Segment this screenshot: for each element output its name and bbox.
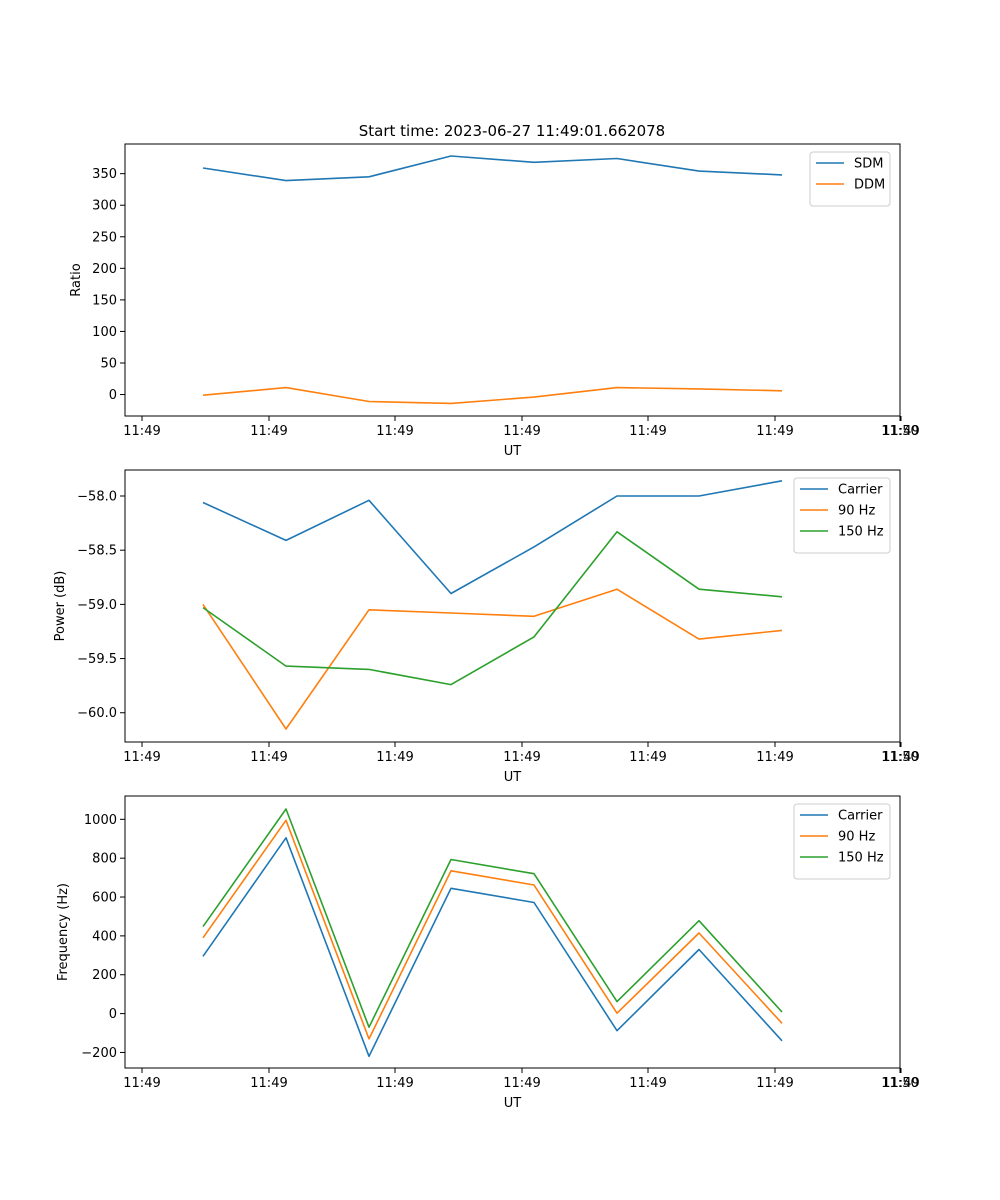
y-tick-label: 150 (92, 293, 117, 308)
x-tick-label: 11:49 (503, 424, 540, 439)
legend-entry: DDM (854, 178, 885, 193)
series-line-150-hz (202, 808, 783, 1028)
y-tick-label: −200 (81, 1046, 117, 1061)
legend-box (793, 803, 891, 880)
y-tick-label: −60.0 (77, 706, 117, 721)
x-tick-label: 11:49 (123, 750, 160, 765)
x-tick-label: 11:49 (250, 750, 287, 765)
series-line-ddm (202, 386, 783, 405)
legend-entry: Carrier (838, 483, 883, 498)
legend: Carrier 90 Hz 150 Hz (793, 477, 891, 554)
y-tick-label: 200 (92, 968, 117, 983)
x-tick-label: 11:49 (376, 1076, 413, 1091)
x-tick-label: 11:49 (629, 1076, 666, 1091)
y-axis-label: Power (dB) (53, 571, 68, 642)
x-tick-label: 11:49 (756, 424, 793, 439)
x-tick-label: 11:50 (881, 750, 918, 765)
x-tick-label: 11:49 (882, 424, 919, 439)
x-axis-label: UT (504, 1096, 522, 1111)
legend-box (793, 477, 891, 554)
legend-entry: 150 Hz (838, 851, 884, 866)
x-tick-label: 11:49 (250, 1076, 287, 1091)
y-tick-label: −58.0 (77, 490, 117, 505)
x-tick-label: 11:49 (503, 750, 540, 765)
x-tick-label: 11:49 (503, 1076, 540, 1091)
x-tick-label: 11:49 (756, 750, 793, 765)
axes-frame (124, 795, 901, 1069)
x-axis-label: UT (504, 444, 522, 459)
series-line-carrier (202, 480, 783, 595)
x-tick-label: 11:49 (123, 424, 160, 439)
x-tick-label: 11:49 (376, 750, 413, 765)
legend-entry: Carrier (838, 809, 883, 824)
y-tick-label: −58.5 (77, 544, 117, 559)
legend: SDM DDM (809, 151, 891, 207)
y-tick-label: 200 (92, 262, 117, 277)
x-axis-label: UT (504, 770, 522, 785)
x-tick-label: 11:49 (123, 1076, 160, 1091)
axes-frame (124, 143, 901, 417)
x-tick-label: 11:49 (882, 750, 919, 765)
y-tick-label: −59.5 (77, 652, 117, 667)
x-tick-label: 11:50 (881, 424, 918, 439)
x-tick-label: 11:49 (250, 424, 287, 439)
y-tick-label: 300 (92, 199, 117, 214)
y-tick-label: 50 (100, 356, 117, 371)
x-tick-label: 11:49 (376, 424, 413, 439)
x-tick-label: 11:49 (756, 1076, 793, 1091)
legend-entry: SDM (854, 157, 883, 172)
legend-entry: 90 Hz (838, 504, 875, 519)
series-line-90-hz (202, 819, 783, 1040)
y-tick-label: 600 (92, 891, 117, 906)
x-tick-label: 11:49 (629, 750, 666, 765)
y-tick-label: 250 (92, 230, 117, 245)
series-line-90-hz (202, 588, 783, 730)
axes-frame (124, 469, 901, 743)
y-axis-label: Ratio (69, 263, 84, 296)
y-tick-label: 100 (92, 325, 117, 340)
legend-box (809, 151, 891, 207)
y-tick-label: 0 (109, 1007, 117, 1022)
panel-2: 11:49 11:49 11:49 11:49 11:49 11:49 11:4911:50… (53, 469, 920, 785)
x-tick-label: 11:49 (882, 1076, 919, 1091)
series-line-carrier (202, 836, 783, 1058)
panel-3: 11:49 11:49 11:49 11:49 11:49 11:49 11:4911:50… (56, 795, 920, 1111)
y-tick-label: 800 (92, 852, 117, 867)
y-tick-label: 400 (92, 929, 117, 944)
x-tick-label: 11:50 (881, 1076, 918, 1091)
y-tick-label: 0 (109, 388, 117, 403)
x-tick-label: 11:49 (629, 424, 666, 439)
series-line-150-hz (202, 530, 783, 686)
legend-entry: 150 Hz (838, 525, 884, 540)
y-tick-label: 350 (92, 167, 117, 182)
legend-entry: 90 Hz (838, 830, 875, 845)
series-line-sdm (202, 155, 783, 182)
legend: Carrier 90 Hz 150 Hz (793, 803, 891, 880)
y-tick-label: −59.0 (77, 598, 117, 613)
y-axis-label: Frequency (Hz) (56, 883, 71, 981)
chart-title: Start time: 2023-06-27 11:49:01.662078 (359, 122, 665, 140)
panel-1: 11:49 11:49 11:49 11:49 11:49 11:49 11:4911:50… (69, 143, 920, 459)
y-tick-label: 1000 (84, 813, 117, 828)
